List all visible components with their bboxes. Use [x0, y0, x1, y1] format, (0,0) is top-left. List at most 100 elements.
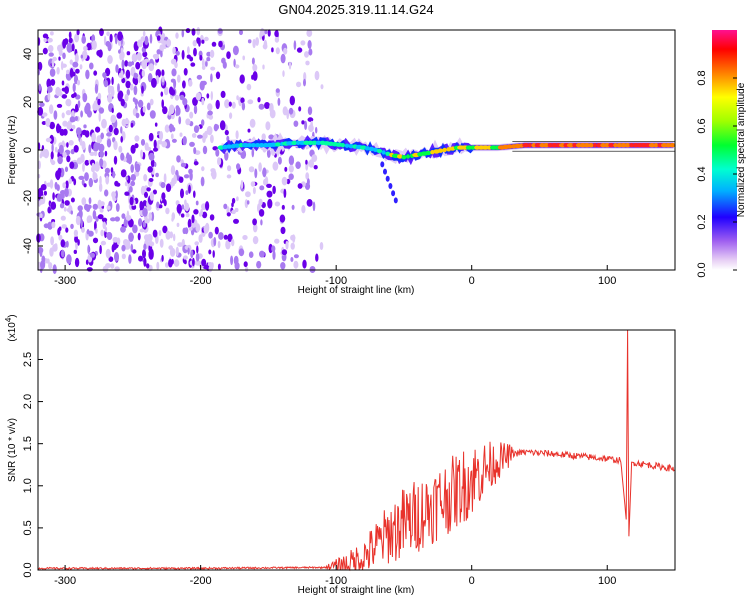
noise-speckle [134, 143, 139, 149]
noise-speckle [104, 150, 108, 157]
noise-speckle [70, 197, 75, 203]
noise-speckle [120, 152, 125, 161]
noise-speckle [207, 110, 213, 116]
noise-speckle [305, 60, 310, 66]
noise-speckle [233, 218, 239, 224]
noise-speckle [61, 112, 65, 119]
noise-speckle [154, 162, 157, 167]
noise-speckle [156, 201, 160, 209]
noise-speckle [143, 243, 147, 251]
noise-speckle [137, 99, 144, 108]
noise-speckle [88, 144, 92, 154]
noise-speckle [206, 125, 213, 136]
noise-speckle [252, 38, 256, 49]
noise-speckle [46, 182, 52, 187]
noise-speckle [161, 141, 168, 148]
noise-speckle [217, 157, 222, 166]
noise-speckle [230, 255, 234, 266]
ridge-blob [596, 143, 603, 148]
noise-speckle [65, 110, 72, 116]
noise-speckle [137, 39, 143, 48]
noise-speckle [46, 258, 50, 264]
noise-speckle [235, 130, 239, 140]
ridge-blob [226, 144, 233, 149]
noise-speckle [193, 209, 199, 215]
ridge-blob [629, 143, 634, 148]
noise-speckle [161, 254, 164, 262]
noise-speckle [162, 225, 168, 234]
noise-speckle [258, 162, 262, 172]
noise-speckle [165, 230, 171, 240]
noise-speckle [98, 112, 101, 122]
noise-speckle [260, 219, 263, 226]
noise-speckle [227, 233, 233, 242]
noise-speckle [47, 91, 51, 101]
noise-speckle [247, 99, 254, 105]
noise-speckle [171, 258, 174, 265]
x-tick-label: 0 [469, 575, 475, 587]
noise-speckle [63, 38, 69, 45]
spectrogram-y-ticks: -40 -20 0 20 40 [22, 48, 43, 254]
noise-speckle [62, 120, 68, 127]
noise-speckle [99, 28, 104, 37]
noise-speckle [64, 200, 70, 206]
noise-speckle [147, 73, 153, 83]
noise-speckle [217, 240, 221, 249]
noise-speckle [97, 214, 104, 220]
noise-speckle [308, 159, 314, 168]
noise-speckle [65, 180, 69, 189]
noise-speckle [198, 234, 203, 243]
noise-speckle [243, 261, 248, 268]
noise-speckle [208, 249, 212, 255]
noise-speckle [74, 53, 79, 63]
noise-speckle [104, 167, 110, 174]
ridge-blob [446, 147, 452, 152]
noise-speckle [307, 117, 314, 122]
noise-speckle [198, 37, 201, 47]
noise-speckle [49, 121, 55, 130]
noise-speckle [297, 183, 303, 189]
noise-speckle [86, 229, 90, 235]
noise-speckle [218, 40, 223, 48]
ridge-blob [381, 150, 386, 155]
noise-speckle [117, 92, 123, 102]
noise-speckle [111, 76, 114, 85]
noise-speckle [115, 182, 121, 187]
noise-speckle [176, 155, 181, 163]
noise-speckle [305, 159, 308, 165]
noise-speckle [146, 146, 152, 151]
noise-speckle [226, 51, 231, 59]
noise-speckle [132, 224, 138, 234]
noise-speckle [127, 218, 134, 228]
noise-speckle [284, 166, 288, 172]
noise-speckle [97, 92, 102, 101]
noise-speckle [262, 167, 267, 178]
noise-speckle [66, 142, 69, 148]
ridge-blob [335, 142, 343, 147]
noise-speckle [173, 174, 177, 185]
noise-speckle [55, 170, 61, 180]
noise-speckle [281, 204, 285, 210]
noise-speckle [69, 59, 74, 65]
noise-speckle [130, 174, 136, 181]
y-tick-label: -40 [22, 238, 34, 254]
noise-speckle [149, 191, 154, 201]
x-tick-label: -200 [190, 275, 212, 287]
noise-speckle [123, 220, 127, 227]
noise-speckle [320, 84, 324, 90]
noise-speckle [208, 231, 213, 239]
spectrogram-x-ticks: -300 -200 -100 0 100 [54, 265, 616, 287]
noise-speckle [307, 40, 312, 49]
ridge-blob [258, 143, 265, 148]
noise-speckle [40, 184, 47, 191]
noise-speckle [293, 120, 299, 127]
noise-speckle [98, 143, 105, 152]
noise-speckle [66, 254, 72, 265]
noise-speckle [208, 114, 214, 120]
noise-speckle [160, 91, 164, 97]
noise-speckle [131, 60, 135, 66]
noise-speckle [296, 81, 302, 88]
noise-speckle [131, 53, 138, 63]
noise-speckle [168, 110, 172, 116]
noise-speckle [95, 216, 99, 222]
